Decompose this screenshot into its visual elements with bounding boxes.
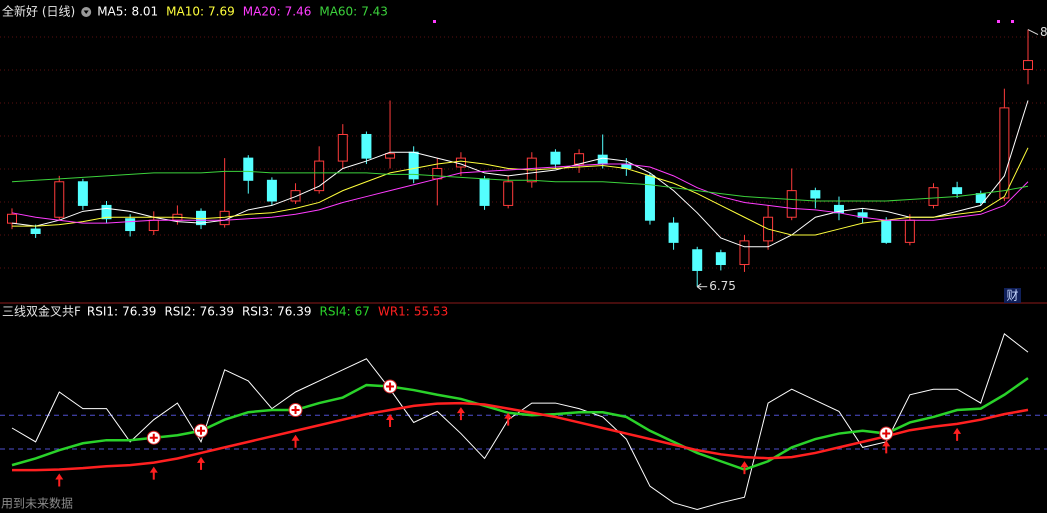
- candle-body: [101, 204, 112, 220]
- candle-body: [644, 175, 655, 221]
- cross-plus: [149, 433, 158, 442]
- cross-plus: [291, 406, 300, 414]
- candle-body: [432, 167, 443, 180]
- candle-body: [904, 219, 915, 243]
- candle-body: [692, 249, 703, 271]
- legend-value: 7.69: [208, 5, 235, 19]
- candle-body: [881, 219, 892, 243]
- legend-value: 8.01: [131, 5, 158, 19]
- legend-value: 55.53: [414, 305, 448, 319]
- candle-body: [786, 190, 797, 218]
- footer-note: 用到未来数据: [1, 496, 73, 511]
- signal-arrow: [291, 434, 300, 448]
- signal-arrow: [149, 466, 158, 480]
- candle-body: [77, 181, 88, 206]
- grid: [0, 36, 1047, 269]
- legend-name: MA60:: [319, 5, 357, 19]
- candle-body: [219, 210, 230, 226]
- signal-arrow: [456, 407, 465, 421]
- legend-name: RSI3:: [242, 305, 273, 319]
- legend-name: WR1:: [378, 305, 410, 319]
- signal-arrow: [953, 427, 962, 441]
- candle-body: [503, 181, 514, 206]
- cross-signal: [288, 403, 303, 417]
- badge-box: [1004, 288, 1021, 303]
- candle-body: [739, 240, 750, 266]
- candle-body: [1023, 60, 1033, 70]
- candle-body: [337, 133, 348, 162]
- cross-plus: [882, 429, 891, 438]
- signal-arrow: [882, 440, 891, 454]
- legend-top: 全新好 (日线) MA5: 8.01 MA10: 7.69 MA20: 7.46 MA60: 7…: [2, 4, 388, 19]
- indicator-line: [11, 170, 1029, 202]
- low-annotation: 6.75: [709, 279, 736, 293]
- legend-value: 67: [355, 305, 370, 319]
- indicator-line: [11, 100, 1029, 248]
- candle-body: [290, 190, 301, 202]
- candle-body: [597, 154, 608, 165]
- legend-value: 76.39: [277, 305, 311, 319]
- plot: 8.49 6.75: [0, 25, 1047, 510]
- candle-body: [668, 222, 679, 243]
- legend-value: 76.39: [200, 305, 234, 319]
- candle-body: [361, 133, 372, 159]
- legend-name: MA10:: [166, 5, 204, 19]
- candle-body: [479, 178, 490, 206]
- indicator-line: [11, 377, 1029, 471]
- legend-value: 7.43: [361, 5, 388, 19]
- legend-name: MA20:: [243, 5, 281, 19]
- candle-body: [7, 213, 17, 224]
- marker-dot: [997, 20, 1000, 23]
- signal-arrow: [740, 461, 749, 475]
- cross-signal: [146, 430, 161, 445]
- cross-plus: [386, 382, 395, 391]
- legend-name: RSI2:: [164, 305, 195, 319]
- high-annotation: 8.49: [1040, 25, 1047, 39]
- signal-arrow: [55, 473, 64, 487]
- candle-body: [574, 153, 585, 165]
- legend-name: MA5:: [97, 5, 127, 19]
- legend-bottom: 三线双金叉共F RSI1: 76.39 RSI2: 76.39 RSI3: 76.39 RSI…: [2, 304, 448, 319]
- candle-body: [54, 181, 65, 218]
- chart-title: 全新好 (日线): [2, 4, 75, 19]
- signal-arrow: [197, 456, 206, 470]
- legend-value: 76.39: [122, 305, 156, 319]
- chart-title: 三线双金叉共F: [2, 304, 81, 319]
- candle-body: [266, 179, 277, 202]
- marker-dot: [433, 20, 436, 23]
- candle-body: [148, 219, 159, 232]
- candle-body: [550, 151, 561, 165]
- signal-arrow: [504, 412, 513, 426]
- legend-name: RSI1:: [87, 305, 118, 319]
- candle-body: [385, 153, 396, 159]
- cross-signal: [879, 426, 894, 441]
- candle-body: [314, 160, 325, 192]
- candle-body: [928, 187, 939, 206]
- candle-body: [952, 187, 963, 195]
- indicator-line: [11, 163, 1029, 224]
- legend-name: RSI4:: [320, 305, 351, 319]
- dropdown-arrow: [83, 10, 89, 14]
- candle-body: [999, 107, 1010, 199]
- indicator-line: [12, 401, 1029, 472]
- legend-value: 7.46: [285, 5, 312, 19]
- cross-signal: [383, 379, 398, 394]
- cross-plus: [197, 426, 206, 435]
- badge: 财: [1006, 289, 1018, 303]
- cross-signal: [194, 423, 209, 438]
- candle-body: [30, 228, 41, 234]
- candle-body: [810, 190, 821, 199]
- annotation-leader: [1027, 29, 1039, 36]
- candle-body: [125, 218, 136, 232]
- marker-dot: [1011, 20, 1014, 23]
- annotation-arrow: [696, 283, 702, 291]
- signal-arrow: [386, 414, 395, 427]
- candle-body: [243, 157, 254, 181]
- candle-body: [715, 252, 726, 266]
